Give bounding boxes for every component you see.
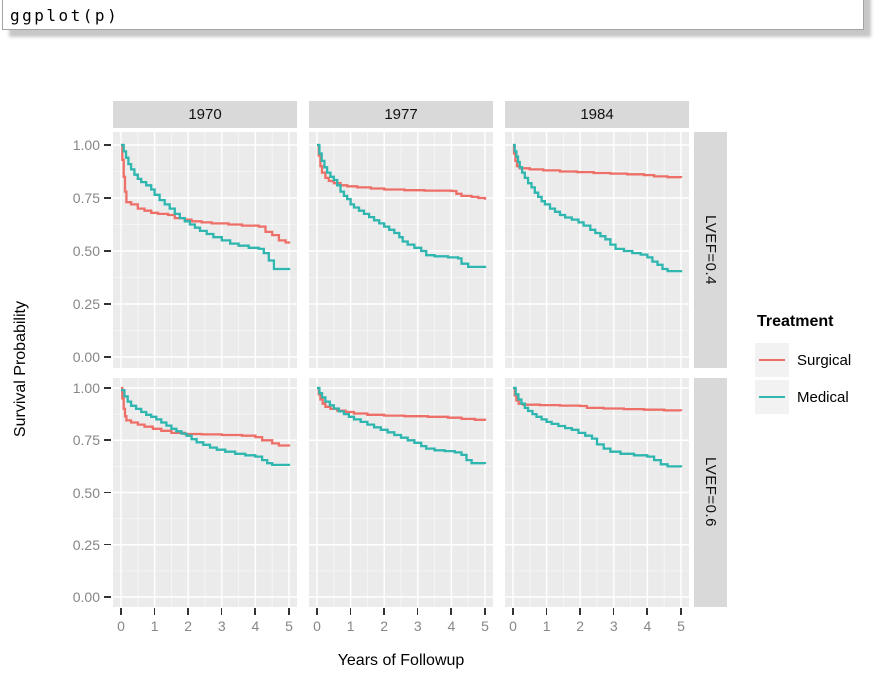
- x-tick-label: 4: [251, 618, 260, 634]
- x-tick-mark: [450, 608, 452, 615]
- x-tick-mark: [220, 608, 223, 615]
- x-tick-label: 1: [346, 618, 355, 634]
- legend-title: Treatment: [757, 313, 834, 330]
- x-tick-mark: [349, 608, 352, 615]
- y-tick-label: 0.50: [72, 484, 100, 501]
- panel-1984-LVEF=0.6: [505, 378, 689, 607]
- x-tick-mark: [579, 608, 581, 615]
- legend-item-medical: Medical: [755, 380, 885, 414]
- x-tick-mark: [187, 608, 189, 615]
- x-tick-label: 5: [677, 618, 685, 634]
- y-tick-label: 0.00: [72, 589, 100, 605]
- x-tick-label: 0: [117, 618, 125, 634]
- y-tick-mark: [104, 439, 111, 441]
- y-tick-mark: [104, 356, 111, 358]
- legend-item-surgical: Surgical: [755, 343, 885, 377]
- x-tick-label: 0: [509, 618, 517, 634]
- facet-row-strip-label: LVEF=0.4: [702, 214, 719, 285]
- surgical-line-icon: [759, 359, 785, 362]
- panel-1977-LVEF=0.4: [309, 132, 493, 368]
- x-tick-mark: [383, 608, 385, 615]
- x-tick-mark: [416, 608, 419, 615]
- x-tick-mark: [680, 608, 682, 615]
- facet-col-strip-1970: 1970: [113, 101, 297, 128]
- y-tick-mark: [104, 387, 111, 389]
- x-tick-mark: [612, 608, 615, 615]
- facet-row-strip-LVEF=0.6: LVEF=0.6: [694, 378, 727, 607]
- x-tick-label: 3: [217, 618, 226, 634]
- x-tick-label: 2: [380, 618, 389, 634]
- legend-label-medical: Medical: [797, 388, 849, 406]
- panel-1970-LVEF=0.6: [113, 378, 297, 607]
- panel-1977-LVEF=0.6: [309, 378, 493, 607]
- legend-key-medical: [755, 380, 789, 414]
- x-tick-label: 0: [313, 618, 321, 634]
- y-tick-mark: [104, 596, 111, 598]
- facet-col-strip-1984: 1984: [505, 101, 689, 128]
- medical-line-icon: [759, 396, 785, 399]
- x-tick-mark: [316, 608, 318, 615]
- x-tick-label: 5: [285, 618, 293, 634]
- y-tick-label: 0.75: [72, 190, 100, 206]
- code-box: ggplot(p): [2, 0, 864, 30]
- x-tick-label: 5: [481, 618, 489, 634]
- panel-1984-LVEF=0.4: [505, 132, 689, 368]
- panel-1970-LVEF=0.4: [113, 132, 297, 368]
- x-tick-mark: [288, 608, 290, 615]
- x-tick-mark: [545, 608, 548, 615]
- x-tick-mark: [120, 608, 122, 615]
- x-tick-label: 1: [542, 618, 551, 634]
- y-tick-mark: [104, 250, 111, 252]
- facet-row-strip-LVEF=0.4: LVEF=0.4: [694, 132, 727, 368]
- y-tick-label: 0.25: [72, 296, 100, 312]
- x-tick-label: 2: [184, 618, 193, 634]
- y-tick-label: 1.00: [72, 380, 100, 396]
- y-tick-mark: [104, 491, 111, 494]
- y-tick-label: 0.75: [72, 432, 100, 449]
- x-axis-title: Years of Followup: [337, 652, 465, 669]
- facet-col-strip-1977: 1977: [309, 101, 493, 128]
- x-tick-label: 2: [576, 618, 585, 634]
- facet-row-strip-label: LVEF=0.6: [702, 457, 719, 528]
- x-tick-label: 3: [609, 618, 618, 634]
- x-tick-mark: [512, 608, 514, 615]
- x-tick-label: 1: [150, 618, 159, 634]
- x-tick-mark: [484, 608, 486, 615]
- y-tick-mark: [104, 543, 111, 546]
- x-tick-mark: [153, 608, 156, 615]
- x-tick-label: 4: [643, 618, 652, 634]
- y-tick-mark: [104, 303, 111, 305]
- legend-key-surgical: [755, 343, 789, 377]
- y-tick-label: 0.50: [72, 243, 100, 259]
- code-text: ggplot(p): [10, 6, 120, 25]
- y-tick-label: 1.00: [72, 137, 100, 153]
- y-tick-label: 0.00: [72, 349, 100, 365]
- legend: Treatment Surgical Medical: [745, 313, 885, 417]
- x-tick-label: 3: [413, 618, 422, 634]
- y-axis-title: Survival Probability: [12, 301, 29, 438]
- y-axis-title-wrap: Survival Probability: [12, 132, 30, 607]
- x-tick-label: 4: [447, 618, 456, 634]
- y-tick-label: 0.25: [72, 536, 100, 553]
- y-tick-mark: [104, 144, 111, 146]
- x-tick-mark: [646, 608, 648, 615]
- legend-label-surgical: Surgical: [797, 351, 852, 369]
- y-tick-mark: [104, 197, 111, 199]
- x-tick-mark: [254, 608, 256, 615]
